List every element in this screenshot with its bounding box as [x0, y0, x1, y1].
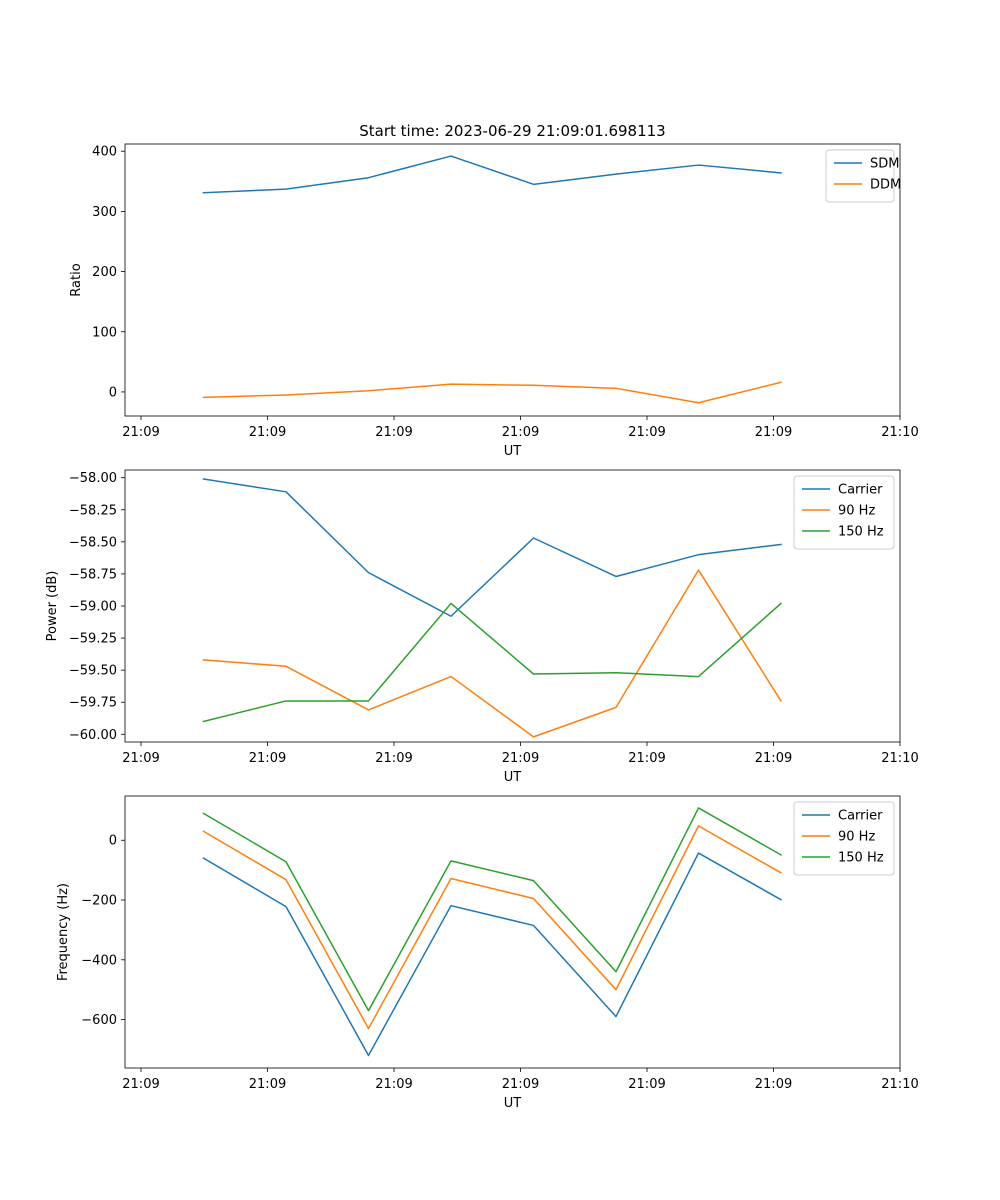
- x-tick-label: 21:09: [375, 751, 412, 766]
- x-tick-label: 21:09: [502, 1077, 539, 1092]
- y-tick-label: 100: [92, 325, 117, 340]
- y-tick-label: −200: [81, 894, 117, 909]
- x-tick-label: 21:09: [628, 751, 665, 766]
- y-tick-label: −59.75: [69, 696, 117, 711]
- y-tick-label: 200: [92, 265, 117, 280]
- legend-label: SDM: [870, 157, 899, 172]
- legend-label: 90 Hz: [838, 830, 875, 845]
- y-tick-label: 0: [109, 834, 117, 849]
- plot-frame: [124, 143, 901, 417]
- x-tick-label: 21:09: [122, 751, 159, 766]
- chart-panel-2: 21:09 21:09 21:09 21:09 21:09 21:09 21:10 −60.0…: [45, 469, 919, 785]
- legend-label: DDM: [870, 178, 901, 193]
- series-line-3-1: [202, 852, 783, 1057]
- series-line-2-2: [202, 569, 783, 738]
- chart-panel-3: 21:09 21:09 21:09 21:09 21:09 21:09 21:10 −600 −…: [56, 795, 919, 1111]
- legend-label: 90 Hz: [838, 504, 875, 519]
- y-tick-label: −60.00: [69, 728, 117, 743]
- y-axis-label: Power (dB): [45, 571, 60, 642]
- x-axis-label: UT: [504, 770, 522, 785]
- y-tick-label: 400: [92, 145, 117, 160]
- x-axis-label: UT: [504, 1096, 522, 1111]
- x-tick-label: 21:09: [628, 1077, 665, 1092]
- y-tick-label: 300: [92, 205, 117, 220]
- legend: SDM DDM: [825, 149, 901, 203]
- x-tick-label: 21:09: [502, 751, 539, 766]
- y-tick-label: −58.00: [69, 471, 117, 486]
- y-axis-label: Frequency (Hz): [56, 883, 71, 981]
- x-tick-label: 21:09: [375, 1077, 412, 1092]
- y-tick-label: −59.25: [69, 632, 117, 647]
- x-tick-label: 21:09: [755, 751, 792, 766]
- legend-label: 150 Hz: [838, 851, 884, 866]
- legend-label: Carrier: [838, 483, 883, 498]
- x-tick-label: 21:09: [122, 1077, 159, 1092]
- series-line-3-3: [202, 807, 783, 1012]
- legend-label: 150 Hz: [838, 525, 884, 540]
- y-tick-label: −58.25: [69, 503, 117, 518]
- x-tick-label: 21:09: [628, 425, 665, 440]
- x-tick-label: 21:09: [755, 1077, 792, 1092]
- series-line-3-2: [202, 825, 783, 1030]
- series-line-1-2: [202, 381, 782, 404]
- x-tick-label: 21:09: [249, 425, 286, 440]
- series-line-2-1: [202, 478, 782, 618]
- legend-label: Carrier: [838, 809, 883, 824]
- y-axis-label: Ratio: [69, 263, 84, 296]
- x-tick-label: 21:09: [755, 425, 792, 440]
- series-line-1-1: [202, 155, 782, 194]
- legend: Carrier 90 Hz 150 Hz: [793, 801, 895, 876]
- y-tick-label: −600: [81, 1013, 117, 1028]
- y-tick-label: 0: [109, 385, 117, 400]
- x-tick-label: 21:09: [249, 751, 286, 766]
- x-tick-label: 21:10: [881, 1077, 918, 1092]
- plot-frame: [124, 795, 901, 1069]
- x-tick-label: 21:09: [249, 1077, 286, 1092]
- x-tick-label: 21:09: [122, 425, 159, 440]
- x-axis-label: UT: [504, 444, 522, 459]
- x-tick-label: 21:10: [881, 425, 918, 440]
- series-line-2-3: [202, 602, 783, 723]
- legend: Carrier 90 Hz 150 Hz: [793, 475, 895, 550]
- plot-frame: [124, 469, 901, 743]
- x-tick-label: 21:09: [502, 425, 539, 440]
- y-tick-label: −58.50: [69, 535, 117, 550]
- figure-title: Start time: 2023-06-29 21:09:01.698113: [359, 122, 665, 140]
- y-tick-label: −58.75: [69, 567, 117, 582]
- chart-panels: 21:09 21:09 21:09 21:09 21:09 21:09 21:10 0 100 2…: [45, 143, 919, 1111]
- y-tick-label: −59.00: [69, 600, 117, 615]
- x-tick-label: 21:10: [881, 751, 918, 766]
- chart-panel-1: 21:09 21:09 21:09 21:09 21:09 21:09 21:10 0 100 2…: [69, 143, 919, 459]
- x-tick-label: 21:09: [375, 425, 412, 440]
- y-tick-label: −59.50: [69, 664, 117, 679]
- y-tick-label: −400: [81, 953, 117, 968]
